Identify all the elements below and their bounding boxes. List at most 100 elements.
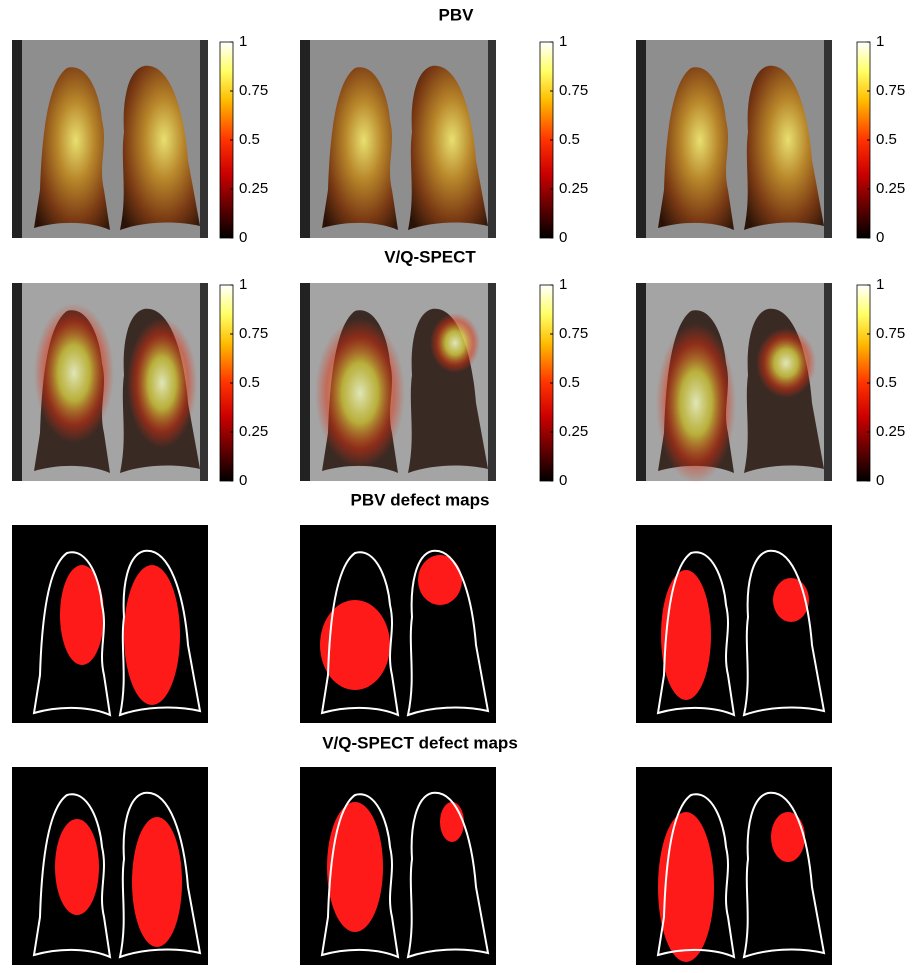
lung-outline [406, 549, 490, 717]
image-edge [12, 40, 22, 238]
lung [34, 67, 110, 230]
image-panel [12, 283, 208, 481]
image-edge [636, 40, 646, 238]
perfusion-glow [127, 318, 197, 448]
defect-region [60, 565, 104, 665]
lung-outline [118, 549, 202, 717]
colorbar-tick-label: 0.5 [239, 374, 260, 391]
image-edge [200, 283, 208, 481]
defect-region [773, 578, 809, 622]
colorbar-tick-label: 0.75 [559, 82, 588, 99]
defect-region [327, 802, 383, 932]
image-edge [824, 40, 832, 238]
colorbar-tick-label: 0 [559, 472, 567, 489]
colorbar-tick-label: 0.75 [239, 325, 268, 342]
colorbar-tick-label: 0.25 [559, 180, 588, 197]
image-edge [488, 283, 496, 481]
image-edge [300, 40, 310, 238]
colorbar-tick-label: 1 [876, 33, 884, 50]
colorbar-tick-label: 0.75 [559, 325, 588, 342]
colorbar-tick-label: 0.5 [239, 131, 260, 148]
colorbar-tick-label: 1 [876, 276, 884, 293]
colorbar-tick-label: 0 [559, 229, 567, 246]
perfusion-glow [656, 323, 736, 483]
defect-region [440, 802, 464, 842]
lung-outline [320, 551, 400, 717]
lung-outline [656, 793, 736, 959]
colorbar: 0 0.25 0.5 0.75 1 [856, 33, 905, 246]
perfusion-glow [756, 328, 816, 398]
defect-region [124, 565, 180, 705]
colorbar-tick-label: 0 [239, 472, 247, 489]
colorbar-tick-label: 0.75 [876, 82, 905, 99]
colorbar: 0 0.25 0.5 0.75 1 [539, 276, 588, 489]
image-panel [636, 767, 832, 965]
colorbar-tick-label: 0.75 [876, 325, 905, 342]
image-edge [488, 40, 496, 238]
lung-outline [32, 793, 112, 959]
section-title: PBV [439, 5, 475, 24]
colorbar-tick-label: 0.5 [876, 131, 897, 148]
section-title: V/Q-SPECT defect maps [322, 733, 518, 752]
colorbar: 0 0.25 0.5 0.75 1 [219, 33, 268, 246]
section-title: PBV defect maps [351, 490, 490, 509]
image-edge [12, 283, 22, 481]
colorbar-tick-label: 0.25 [559, 423, 588, 440]
colorbar-tick-label: 0.5 [559, 131, 580, 148]
lung-outline [320, 793, 400, 959]
image-panel [636, 283, 832, 483]
colorbar-tick-label: 0.25 [876, 180, 905, 197]
lung-outline [742, 549, 826, 717]
lung [120, 65, 200, 230]
section-title: V/Q-SPECT [384, 247, 476, 266]
defect-region [771, 812, 805, 862]
image-panel [300, 525, 496, 723]
perfusion-glow [315, 318, 405, 468]
colorbar: 0 0.25 0.5 0.75 1 [539, 33, 588, 246]
lung [322, 67, 398, 230]
lung [408, 65, 488, 230]
image-panel [300, 767, 496, 965]
lung [744, 65, 824, 230]
image-edge [824, 283, 832, 481]
colorbar-tick-label: 1 [239, 276, 247, 293]
lung-outline [406, 791, 490, 959]
perfusion-glow [34, 303, 114, 443]
lung [408, 308, 488, 473]
colorbar-tick-label: 0.25 [239, 180, 268, 197]
image-panel [300, 283, 496, 481]
image-panel [12, 40, 208, 238]
lung-outline [656, 551, 736, 717]
lung-outline [742, 791, 826, 959]
colorbar-tick-label: 1 [559, 276, 567, 293]
colorbar-tick-label: 0.25 [239, 423, 268, 440]
defect-region [320, 600, 390, 690]
colorbar-tick-label: 0 [239, 229, 247, 246]
image-panel [12, 525, 208, 723]
colorbar-tick-label: 1 [559, 33, 567, 50]
colorbar-tick-label: 1 [239, 33, 247, 50]
image-panel [300, 40, 496, 238]
image-panel [12, 767, 208, 965]
colorbar-tick-label: 0.75 [239, 82, 268, 99]
defect-region [658, 812, 714, 962]
defect-region [132, 817, 182, 947]
colorbar: 0 0.25 0.5 0.75 1 [856, 276, 905, 489]
lung [658, 67, 734, 230]
lung-outline [32, 551, 112, 717]
panels: 00.250.50.75100.250.50.75100.250.50.7510… [12, 33, 905, 965]
colorbar-tick-label: 0.5 [559, 374, 580, 391]
image-panel [636, 40, 832, 238]
image-edge [636, 283, 646, 481]
colorbar-tick-label: 0.5 [876, 374, 897, 391]
perfusion-glow [430, 313, 480, 373]
image-panel [636, 525, 832, 723]
defect-region [661, 570, 711, 700]
colorbar-tick-label: 0.25 [876, 423, 905, 440]
defect-region [55, 819, 99, 915]
colorbar-tick-label: 0 [876, 472, 884, 489]
colorbar-tick-label: 0 [876, 229, 884, 246]
lung-outline [118, 791, 202, 959]
defect-region [418, 555, 462, 605]
